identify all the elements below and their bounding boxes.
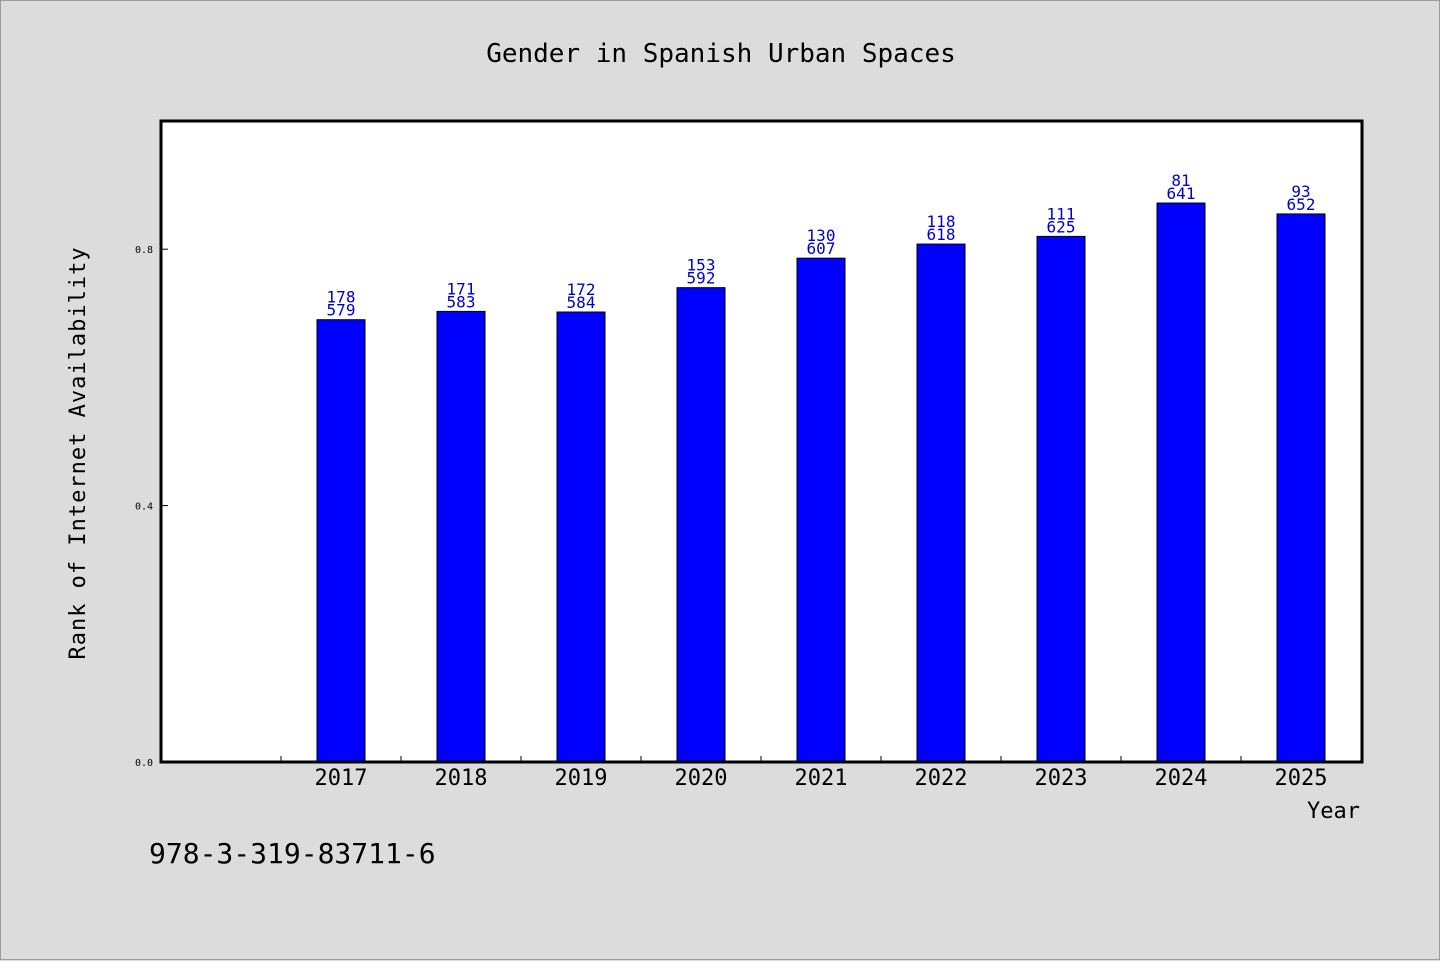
isbn-text: 978-3-319-83711-6 (149, 837, 436, 870)
bar-label-bottom-2023: 625 (1047, 217, 1076, 236)
plot-border (159, 119, 1364, 764)
bar-label-bottom-2020: 592 (687, 269, 716, 288)
bar-label-bottom-2022: 618 (927, 225, 956, 244)
chart-title: Gender in Spanish Urban Spaces (486, 39, 956, 69)
bar-label-top-2023: 111 (1047, 204, 1076, 223)
x-tick-label-2019: 2019 (555, 766, 608, 791)
x-ticks-group: 2017 2018 2019 2020 2021 2022 2023 2024 2025 (280, 756, 1328, 791)
bar-2023 (1036, 235, 1086, 763)
x-tick-label-2024: 2024 (1155, 766, 1208, 791)
bar-label-top-2025: 93 (1291, 182, 1310, 201)
bar-2022 (916, 243, 966, 763)
bar-label-bottom-2017: 579 (327, 301, 356, 320)
bar-label-top-2022: 118 (927, 212, 956, 231)
bar-label-top-2017: 178 (327, 288, 356, 307)
x-tick-label-2025: 2025 (1275, 766, 1328, 791)
x-axis-label: Year (1307, 799, 1360, 824)
bar-label-top-2019: 172 (567, 280, 596, 299)
bar-2020 (676, 287, 726, 763)
bar-label-bottom-2019: 584 (567, 293, 596, 312)
bar-2017 (316, 319, 366, 763)
bar-label-bottom-2018: 583 (447, 292, 476, 311)
y-tick-label: 0.4 (135, 502, 153, 513)
bar-label-bottom-2024: 641 (1167, 184, 1196, 203)
y-tick-label: 0.0 (135, 758, 153, 769)
x-tick-label-2017: 2017 (315, 766, 368, 791)
y-tick-label: 0.8 (135, 245, 153, 256)
bar-2025 (1276, 213, 1326, 763)
bars-group (316, 202, 1326, 763)
x-tick-label-2018: 2018 (435, 766, 488, 791)
bar-label-top-2024: 81 (1171, 171, 1190, 190)
bar-2021 (796, 257, 846, 763)
data-labels-group: 1785791715831725841535921306071186181116… (327, 171, 1316, 320)
bar-label-top-2018: 171 (447, 279, 476, 298)
bar-2024 (1156, 202, 1206, 763)
bar-label-bottom-2021: 607 (807, 239, 836, 258)
bar-label-top-2020: 153 (687, 256, 716, 275)
bar-2019 (556, 311, 606, 763)
x-tick-label-2023: 2023 (1035, 766, 1088, 791)
x-tick-label-2021: 2021 (795, 766, 848, 791)
y-axis-label: Rank of Internet Availability (66, 246, 91, 659)
bar-2018 (436, 310, 486, 763)
bar-label-top-2021: 130 (807, 226, 836, 245)
bar-label-bottom-2025: 652 (1287, 195, 1316, 214)
x-tick-label-2022: 2022 (915, 766, 968, 791)
x-tick-label-2020: 2020 (675, 766, 728, 791)
